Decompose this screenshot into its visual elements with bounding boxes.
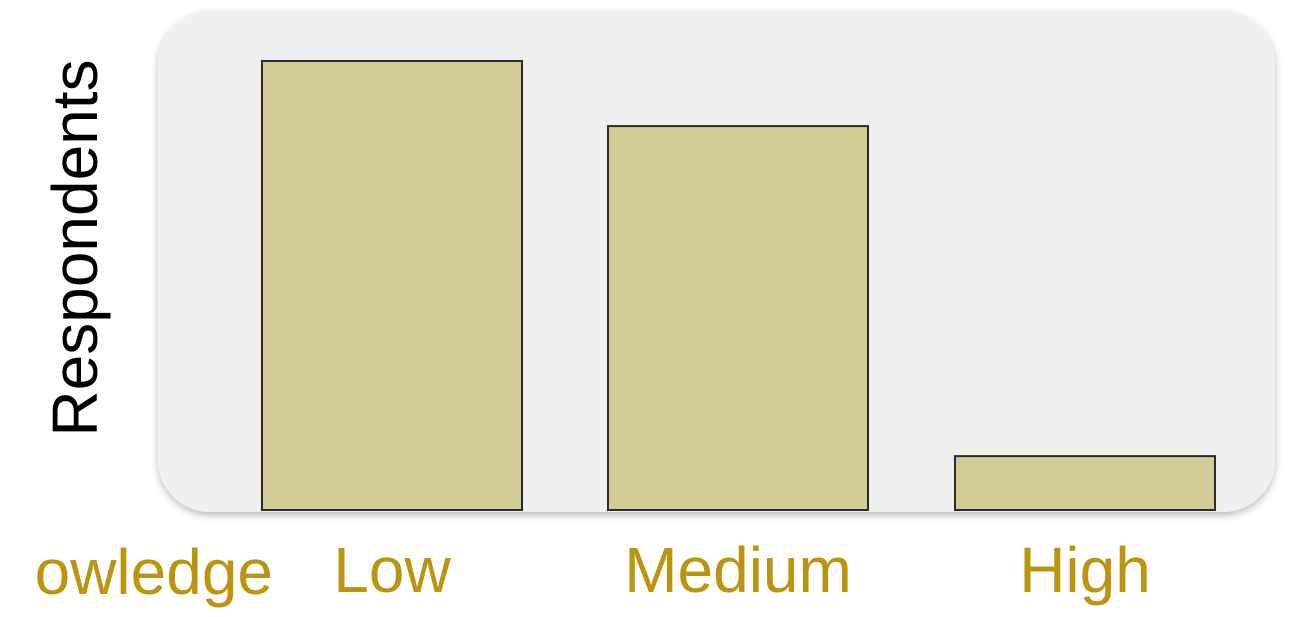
category-labels-group: Low Medium High <box>333 534 1151 606</box>
y-axis-label: Respondents <box>39 59 111 436</box>
bars-group <box>261 60 1216 511</box>
category-label-high: High <box>1019 534 1151 606</box>
bar-low <box>261 60 523 511</box>
x-axis-label: owledge <box>35 536 273 608</box>
category-label-low: Low <box>333 534 451 606</box>
category-label-medium: Medium <box>624 534 852 606</box>
bar-high <box>954 455 1216 511</box>
bar-medium <box>607 125 869 511</box>
